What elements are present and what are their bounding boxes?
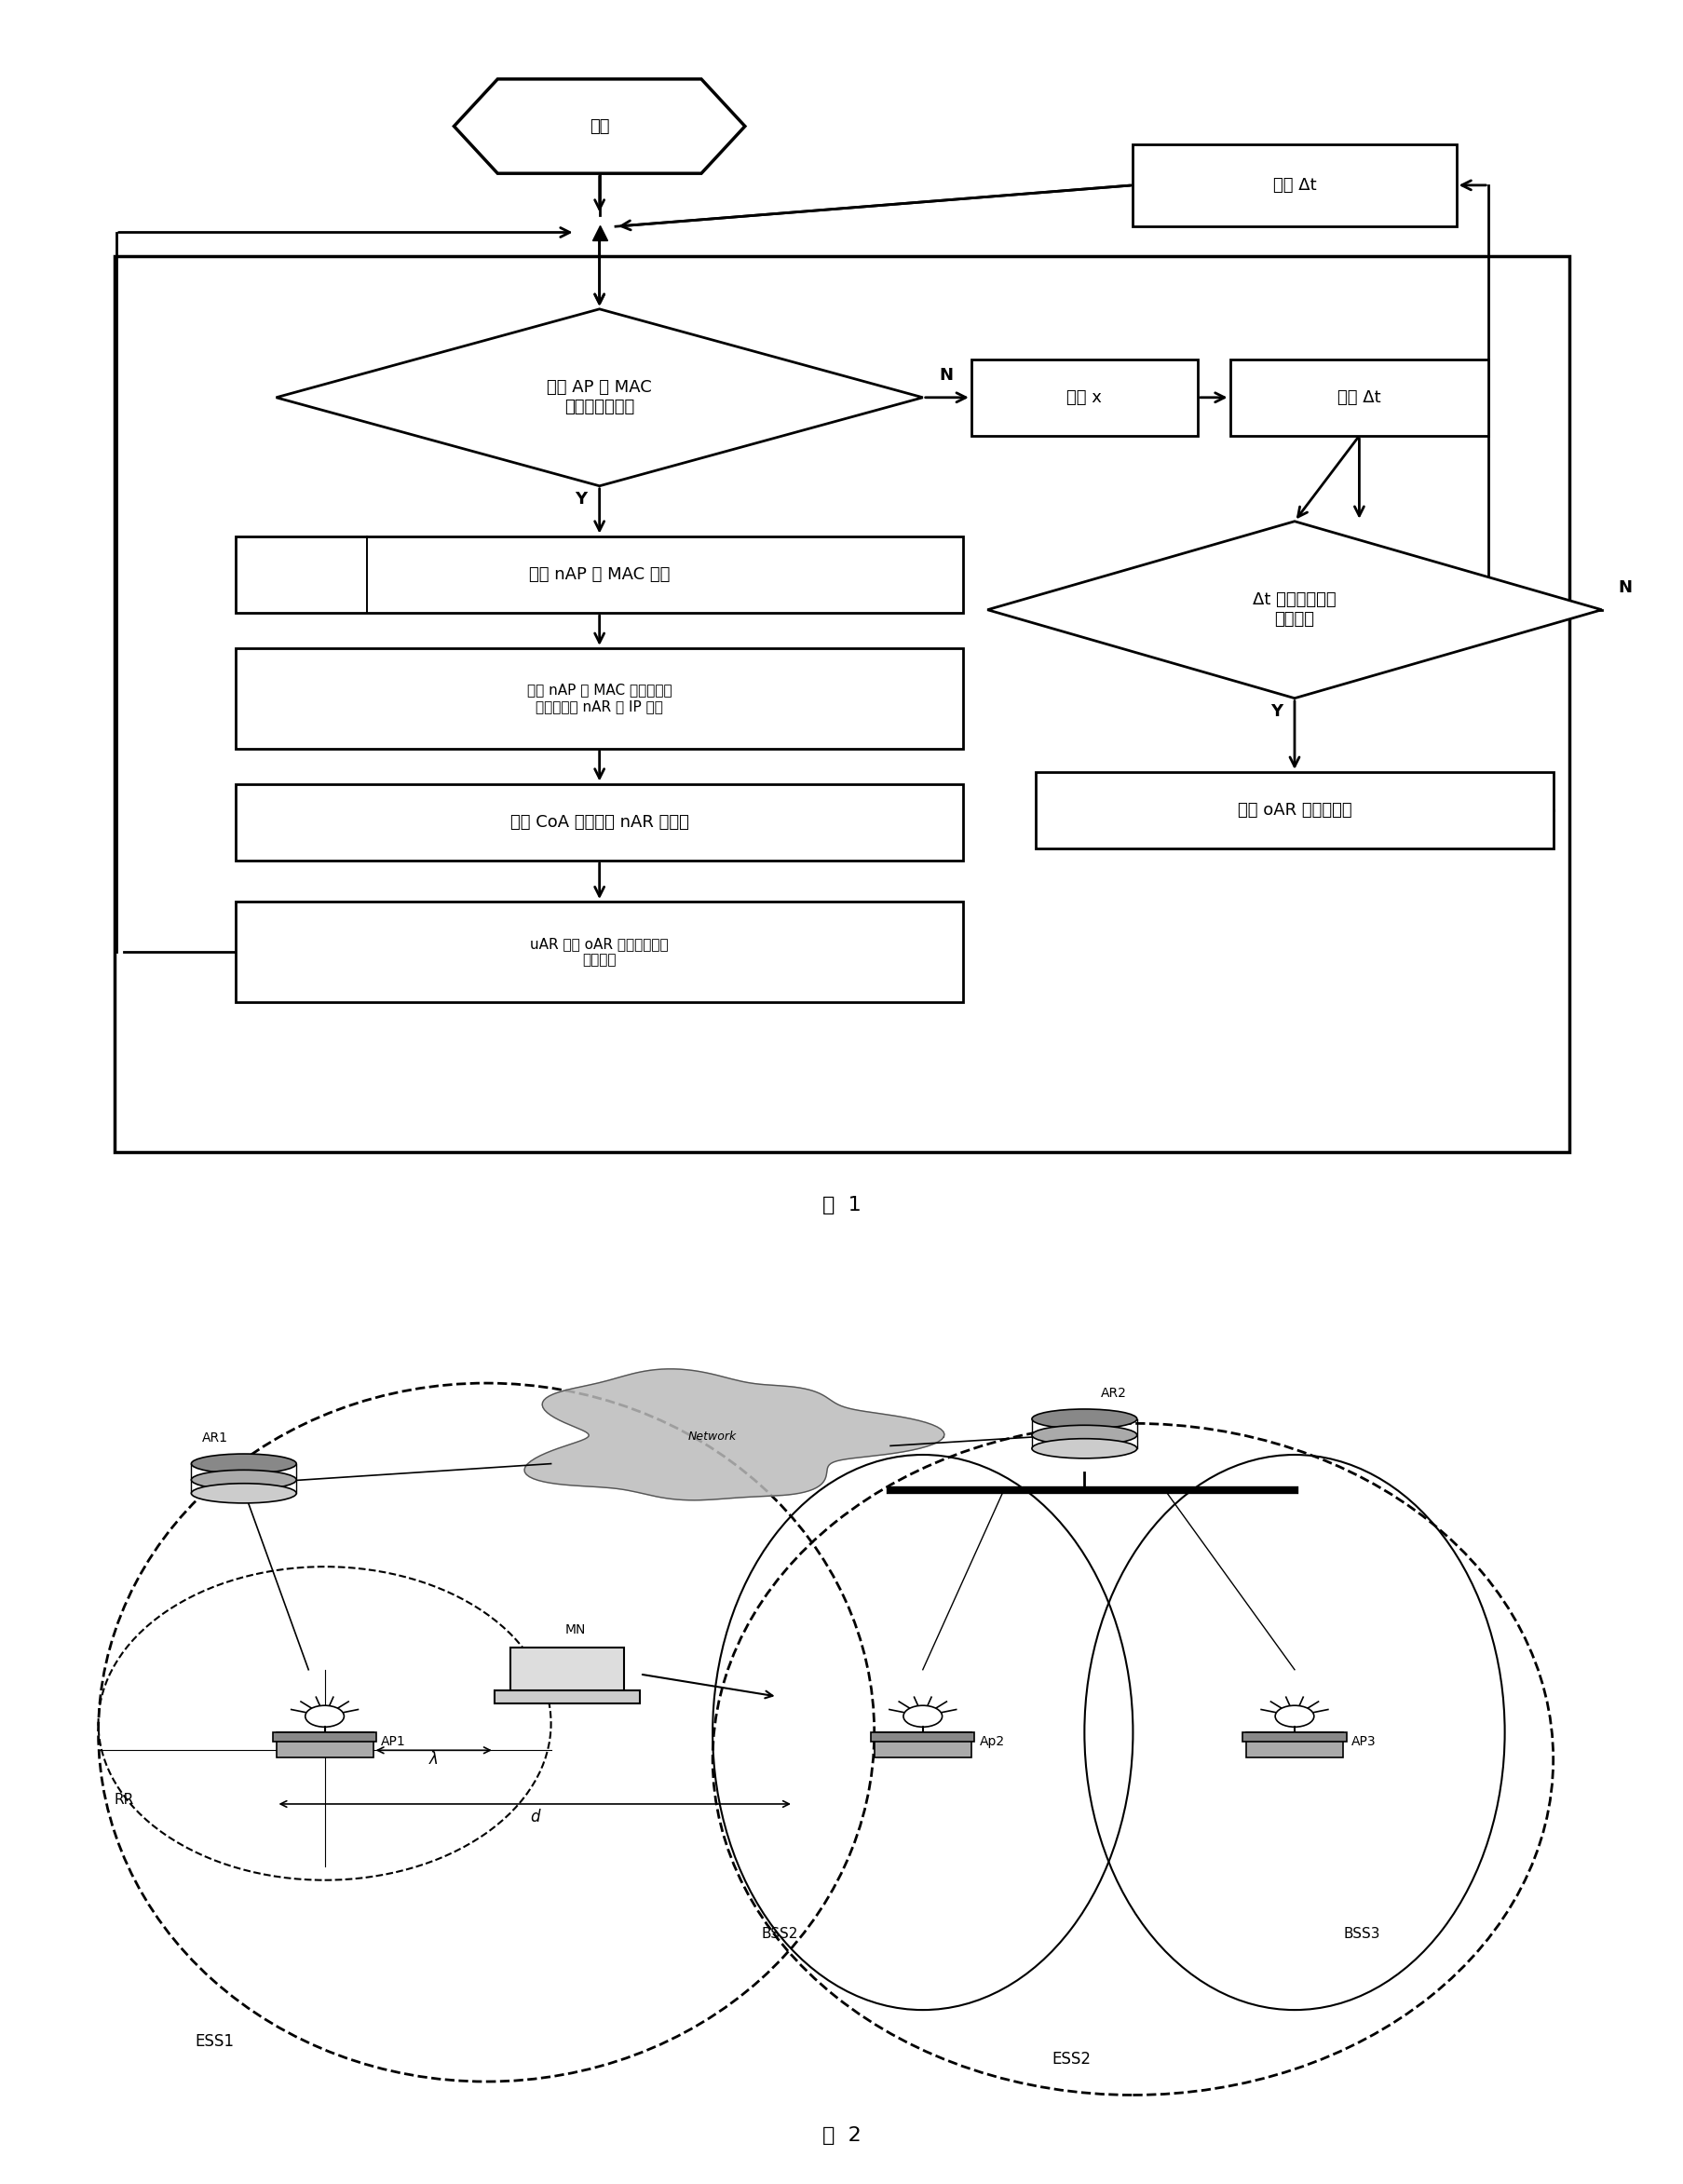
Polygon shape (276, 310, 922, 487)
Text: 图  2: 图 2 (821, 2125, 862, 2145)
Text: 根据 nAP 的 MAC 地址在缓存
列表中查找 nAR 的 IP 地址: 根据 nAP 的 MAC 地址在缓存 列表中查找 nAR 的 IP 地址 (527, 684, 672, 714)
Bar (971, 358, 1197, 437)
Text: 开始: 开始 (589, 118, 609, 135)
Text: N: N (1617, 579, 1631, 596)
Bar (236, 902, 963, 1002)
Text: 通知 oAR 进行预注册: 通知 oAR 进行预注册 (1237, 802, 1351, 819)
Polygon shape (986, 522, 1601, 699)
Text: RR: RR (114, 1793, 135, 1806)
Bar (1229, 358, 1488, 437)
Bar (114, 256, 1569, 1153)
Text: 延时 Δt: 延时 Δt (1272, 177, 1316, 194)
Bar (873, 1732, 971, 1758)
Bar (495, 1690, 640, 1704)
Text: 获得 x: 获得 x (1067, 389, 1101, 406)
Text: Network: Network (688, 1431, 737, 1444)
Text: uAR 告知 oAR 执行取消预注
册的功能: uAR 告知 oAR 执行取消预注 册的功能 (530, 937, 668, 968)
Text: Y: Y (1269, 703, 1282, 721)
Circle shape (1274, 1706, 1313, 1728)
Text: ESS2: ESS2 (1052, 2051, 1091, 2068)
Ellipse shape (1032, 1426, 1136, 1446)
Ellipse shape (1032, 1439, 1136, 1459)
Text: AP1: AP1 (380, 1734, 406, 1747)
Bar (236, 535, 963, 614)
Text: 比较 AP 的 MAC
地址是否变化？: 比较 AP 的 MAC 地址是否变化？ (547, 380, 651, 415)
Text: Ap2: Ap2 (980, 1734, 1005, 1747)
Ellipse shape (192, 1470, 296, 1489)
Ellipse shape (192, 1455, 296, 1474)
Ellipse shape (1032, 1409, 1136, 1428)
Bar (510, 1647, 623, 1693)
Bar (1245, 1732, 1343, 1758)
Text: AP3: AP3 (1350, 1734, 1375, 1747)
Bar (236, 649, 963, 749)
Text: ESS1: ESS1 (195, 2033, 234, 2049)
Text: BSS2: BSS2 (761, 1926, 798, 1942)
Text: N: N (939, 367, 953, 384)
Bar (276, 1732, 374, 1758)
Bar (1035, 771, 1552, 850)
Text: d: d (530, 1808, 540, 1826)
Text: 缓存 nAP 的 MAC 地址: 缓存 nAP 的 MAC 地址 (528, 566, 670, 583)
Circle shape (305, 1706, 343, 1728)
Text: Y: Y (576, 491, 587, 507)
Text: Δt 是否小于预注
册门限？: Δt 是否小于预注 册门限？ (1252, 592, 1336, 627)
Text: BSS3: BSS3 (1343, 1926, 1378, 1942)
Polygon shape (454, 79, 744, 173)
Circle shape (902, 1706, 942, 1728)
Text: 构造 CoA 并建立到 nAR 的连接: 构造 CoA 并建立到 nAR 的连接 (510, 815, 688, 830)
Text: AR2: AR2 (1101, 1387, 1126, 1400)
Text: 图  1: 图 1 (821, 1197, 862, 1214)
Bar (1133, 144, 1456, 227)
Bar (870, 1732, 974, 1741)
Text: AR1: AR1 (202, 1431, 227, 1444)
Bar (236, 784, 963, 860)
Text: λ: λ (429, 1752, 438, 1767)
Bar (273, 1732, 377, 1741)
Text: MN: MN (564, 1623, 586, 1636)
Bar (1242, 1732, 1346, 1741)
Polygon shape (523, 1369, 944, 1500)
Text: 计算 Δt: 计算 Δt (1336, 389, 1380, 406)
Ellipse shape (192, 1483, 296, 1503)
